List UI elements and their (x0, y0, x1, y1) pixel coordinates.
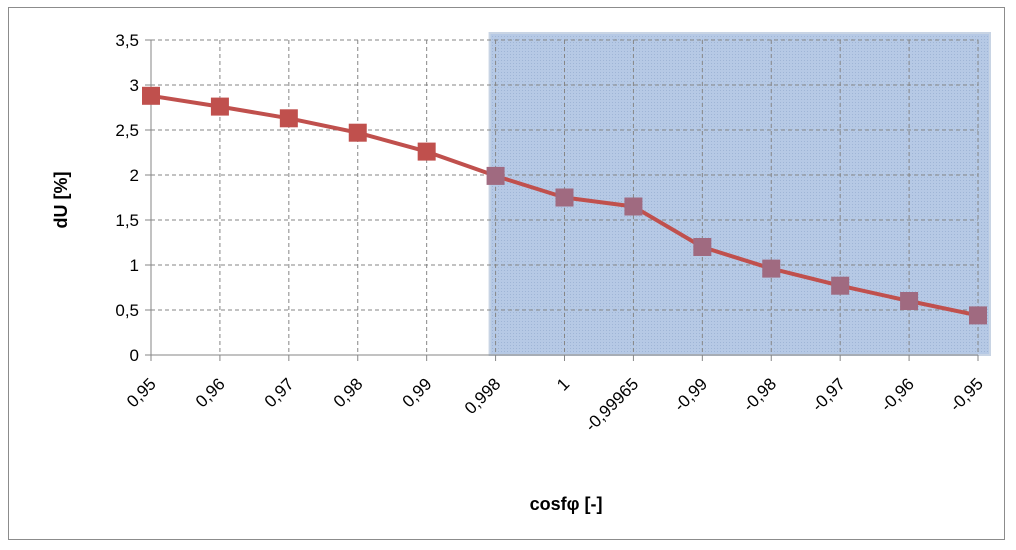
y-tick-label: 0,5 (115, 301, 139, 320)
data-point (210, 97, 229, 116)
x-tick-label: -0,98 (739, 374, 780, 415)
y-tick-label: 2 (130, 166, 139, 185)
data-point (555, 188, 574, 207)
y-tick-label: 1,5 (115, 211, 139, 230)
data-point (693, 238, 712, 256)
x-tick-label: 0,998 (461, 374, 505, 418)
x-tick-label: -0,95 (946, 374, 987, 415)
x-axis-title: cosfφ [-] (530, 494, 603, 514)
data-point (486, 166, 505, 185)
x-tick-label: -0,97 (808, 374, 849, 415)
x-tick-label: -0,99965 (581, 374, 642, 435)
x-tick-label: 0,95 (123, 374, 160, 411)
y-tick-label: 2,5 (115, 121, 139, 140)
data-point (762, 259, 781, 278)
data-point (969, 306, 987, 325)
x-tick-label: 1 (553, 374, 573, 394)
data-point (831, 276, 850, 295)
y-tick-label: 3,5 (115, 31, 139, 50)
y-axis-title: dU [%] (51, 172, 71, 229)
y-tick-label: 0 (130, 346, 139, 365)
data-point (279, 109, 298, 128)
x-tick-label: -0,96 (877, 374, 918, 415)
data-point (624, 197, 643, 216)
y-tick-label: 1 (130, 256, 139, 275)
data-point (142, 86, 160, 105)
data-point (348, 123, 367, 142)
x-tick-label: 0,99 (399, 374, 436, 411)
x-tick-label: -0,99 (670, 374, 711, 415)
data-point (417, 142, 436, 161)
x-tick-label: 0,96 (192, 374, 229, 411)
x-tick-label: 0,97 (261, 374, 298, 411)
x-tick-label: 0,98 (330, 374, 367, 411)
y-tick-label: 3 (130, 76, 139, 95)
data-point (900, 292, 919, 310)
